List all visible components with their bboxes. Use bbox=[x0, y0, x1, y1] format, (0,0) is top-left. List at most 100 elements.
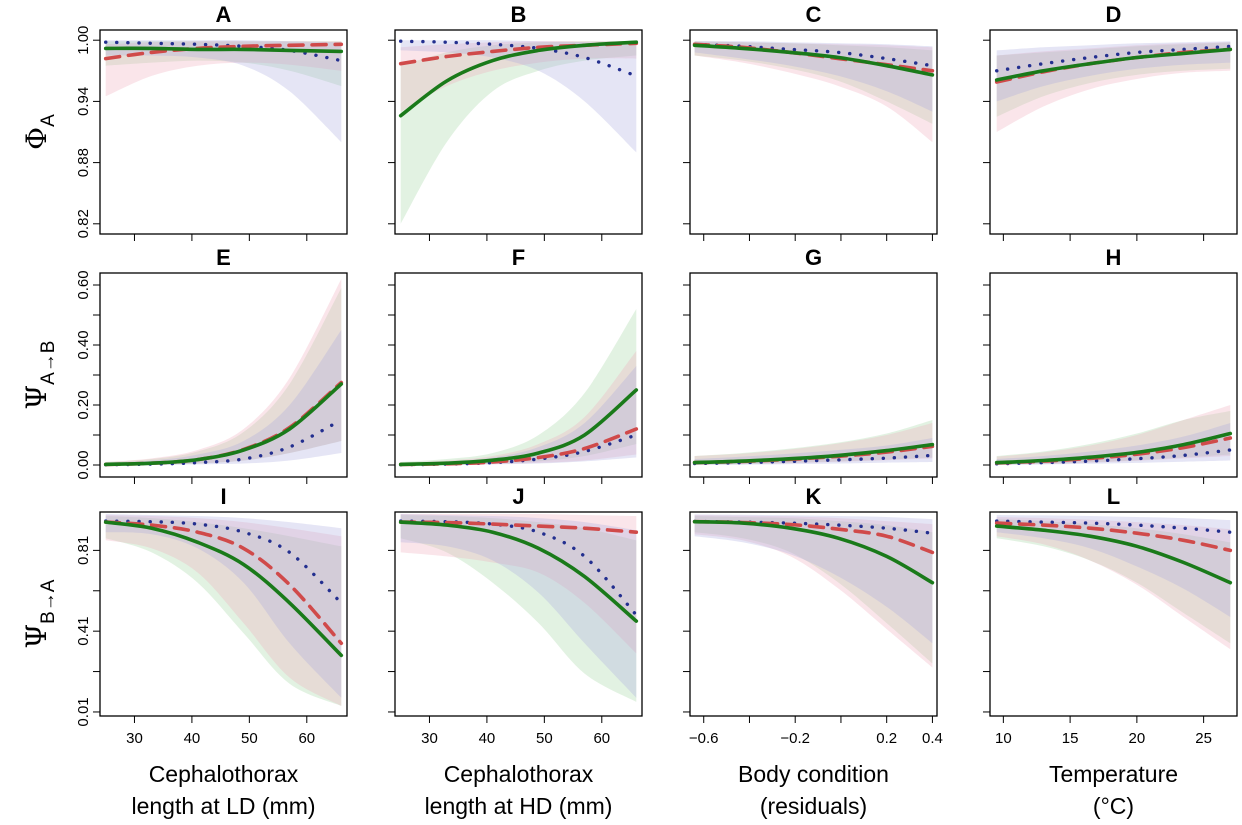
confidence-bands bbox=[400, 40, 637, 224]
series-line bbox=[692, 519, 935, 555]
confidence-band bbox=[105, 514, 342, 698]
panel-h: H bbox=[983, 245, 1238, 484]
y-axis-label-subscript: B→A bbox=[38, 579, 59, 624]
confidence-bands bbox=[400, 309, 637, 466]
series-line bbox=[994, 524, 1233, 585]
y-axis-label: ΨB→A bbox=[20, 579, 59, 648]
y-tick-label: 0.60 bbox=[75, 270, 92, 299]
confidence-bands bbox=[400, 513, 637, 702]
panel-j: J 30 40 50 60 bbox=[388, 484, 643, 747]
x-tick-label: 25 bbox=[1195, 730, 1212, 747]
series-line bbox=[398, 40, 639, 118]
confidence-band bbox=[400, 309, 637, 465]
series-lines bbox=[103, 40, 344, 63]
series-lines bbox=[103, 519, 344, 658]
series-line bbox=[994, 431, 1233, 465]
confidence-band bbox=[996, 515, 1231, 617]
y-axis-label: ΦA bbox=[20, 114, 59, 150]
series-line bbox=[399, 433, 638, 467]
series-line bbox=[398, 427, 639, 467]
panel-a: A 0.82 0.88 0.94 1.00 bbox=[75, 2, 348, 241]
x-tick-label: 15 bbox=[1062, 730, 1079, 747]
x-axis-label-line2: length at HD (mm) bbox=[425, 793, 613, 819]
y-tick-label: 0.94 bbox=[75, 87, 92, 116]
y-axis-label-symbol: Ψ bbox=[20, 624, 53, 649]
y-axis-label: ΨA→B bbox=[20, 341, 59, 410]
y-tick-label: 0.81 bbox=[75, 536, 92, 565]
series-lines bbox=[692, 519, 935, 585]
x-tick-label: 60 bbox=[593, 730, 610, 747]
y-axis-label-symbol: Φ bbox=[20, 127, 53, 150]
panel-c: C bbox=[683, 2, 938, 241]
x-tick-label: −0.6 bbox=[689, 730, 719, 747]
panel-title: D bbox=[1106, 2, 1122, 27]
x-axis-label-line1: Temperature bbox=[1049, 761, 1178, 787]
x-tick-label: 50 bbox=[536, 730, 553, 747]
x-tick-label: 60 bbox=[298, 730, 315, 747]
x-tick-label: 30 bbox=[421, 730, 438, 747]
panel-frame bbox=[689, 511, 938, 717]
series-line bbox=[692, 519, 935, 585]
y-tick-label: 0.88 bbox=[75, 148, 92, 177]
y-tick-label: 0.20 bbox=[75, 390, 92, 419]
panel-frame bbox=[394, 29, 643, 235]
x-tick-label: 20 bbox=[1129, 730, 1146, 747]
confidence-band bbox=[996, 517, 1231, 650]
panel-frame bbox=[689, 29, 938, 235]
y-axis-label-subscript: A→B bbox=[38, 341, 59, 385]
x-axis-label-line2: (residuals) bbox=[760, 793, 867, 819]
x-axis-label-line2: length at LD (mm) bbox=[131, 793, 315, 819]
series-line bbox=[103, 42, 344, 61]
panel-frame bbox=[989, 29, 1238, 235]
confidence-band bbox=[996, 41, 1231, 102]
series-line bbox=[692, 442, 935, 465]
y-tick-label: 1.00 bbox=[75, 26, 92, 55]
panel-title: K bbox=[806, 484, 822, 509]
confidence-band bbox=[996, 42, 1231, 133]
confidence-bands bbox=[694, 514, 933, 668]
series-line bbox=[994, 47, 1233, 82]
series-lines bbox=[692, 442, 935, 466]
confidence-bands bbox=[996, 515, 1231, 650]
series-lines bbox=[994, 431, 1233, 466]
confidence-bands bbox=[105, 514, 342, 706]
y-axis-label-subscript: A bbox=[38, 114, 59, 127]
panel-k: K −0.6 −0.2 0.2 0.4 bbox=[683, 484, 943, 747]
series-lines bbox=[994, 519, 1233, 585]
panel-title: H bbox=[1106, 245, 1122, 270]
confidence-band bbox=[694, 423, 933, 465]
series-lines bbox=[398, 519, 639, 623]
panel-frame bbox=[99, 29, 348, 235]
series-lines bbox=[398, 388, 639, 467]
y-axis-label-symbol: Ψ bbox=[20, 385, 53, 410]
confidence-band bbox=[400, 514, 637, 698]
panel-frame bbox=[989, 511, 1238, 717]
x-tick-label: 30 bbox=[126, 730, 143, 747]
x-tick-label: 50 bbox=[241, 730, 258, 747]
confidence-band bbox=[694, 516, 933, 664]
panel-b: B bbox=[388, 2, 643, 241]
confidence-band bbox=[694, 514, 933, 644]
confidence-bands bbox=[996, 41, 1231, 133]
confidence-band bbox=[105, 40, 342, 143]
series-line bbox=[103, 520, 344, 658]
confidence-band bbox=[105, 516, 342, 706]
series-line bbox=[399, 39, 638, 78]
series-line bbox=[995, 44, 1232, 73]
y-tick-label: 0.40 bbox=[75, 330, 92, 359]
confidence-band bbox=[694, 41, 933, 112]
y-tick-label: 0.00 bbox=[75, 450, 92, 479]
panel-title: I bbox=[220, 484, 226, 509]
confidence-band bbox=[996, 519, 1231, 644]
panel-e: E 0.00 0.20 0.40 0.60 bbox=[75, 245, 348, 484]
confidence-band bbox=[400, 513, 637, 654]
panel-d: D bbox=[983, 2, 1238, 241]
panel-title: F bbox=[512, 245, 525, 270]
series-line bbox=[398, 388, 639, 467]
x-axis-label-line2: (°C) bbox=[1093, 793, 1134, 819]
confidence-band bbox=[105, 279, 342, 465]
series-line bbox=[399, 519, 638, 617]
x-axis-label-line1: Cephalothorax bbox=[149, 761, 299, 787]
panel-frame bbox=[394, 511, 643, 717]
